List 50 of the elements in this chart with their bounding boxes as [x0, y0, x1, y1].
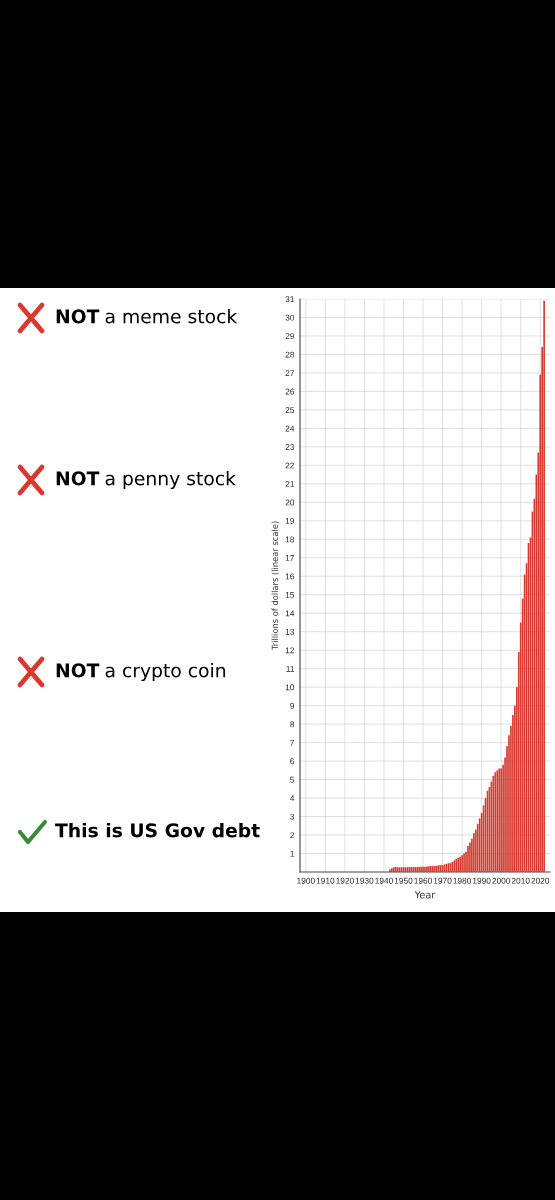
- y-tick-label: 12: [285, 647, 295, 654]
- x-tick-label: 1990: [473, 877, 491, 884]
- y-tick-label: 26: [285, 388, 295, 395]
- x-tick-label: 2020: [531, 877, 550, 884]
- x-tick-label: 1900: [297, 877, 315, 884]
- y-tick-label: 11: [286, 665, 295, 672]
- y-tick-label: 5: [290, 776, 295, 783]
- y-tick-label: 21: [285, 481, 295, 487]
- y-tick-label: 19: [285, 518, 295, 524]
- x-tick-label: 1950: [394, 877, 413, 884]
- y-tick-label: 8: [290, 721, 295, 728]
- y-tick-label: 3: [290, 813, 295, 820]
- y-tick-label: 22: [285, 462, 295, 469]
- x-tick-label: 1980: [453, 877, 472, 884]
- y-tick-label: 7: [290, 739, 295, 746]
- y-tick-label: 28: [285, 351, 295, 358]
- x-tick-label: 2000: [492, 877, 511, 884]
- y-tick-label: 14: [285, 610, 295, 617]
- y-tick-label: 31: [285, 296, 295, 303]
- y-tick-label: 10: [285, 684, 295, 691]
- y-tick-label: 24: [285, 425, 295, 432]
- y-tick-label: 23: [285, 444, 295, 450]
- y-tick-label: 2: [290, 832, 295, 839]
- y-tick-label: 1: [290, 850, 295, 857]
- y-tick-label: 17: [285, 555, 295, 561]
- y-tick-label: 9: [290, 702, 295, 709]
- x-tick-label: 1930: [355, 877, 374, 884]
- x-tick-label: 1970: [433, 877, 452, 884]
- y-tick-label: 25: [285, 407, 295, 413]
- x-tick-label: 1910: [316, 877, 335, 884]
- x-tick-label: 2010: [511, 877, 530, 884]
- y-tick-label: 27: [285, 370, 295, 376]
- y-tick-label: 13: [285, 628, 295, 635]
- y-tick-label: 6: [290, 758, 295, 765]
- y-tick-label: 15: [285, 592, 295, 598]
- y-axis-title: Trillions of dollars (linear scale): [271, 521, 279, 651]
- x-tick-label: 1940: [375, 877, 393, 884]
- text: NOT a penny stock: [56, 470, 236, 490]
- y-tick-label: 20: [285, 499, 295, 506]
- y-tick-label: 18: [285, 536, 295, 543]
- text: NOT a meme stock: [56, 308, 238, 324]
- y-tick-label: 30: [285, 314, 295, 321]
- x-axis-title: Year: [414, 891, 436, 899]
- text: NOT a crypto coin: [56, 662, 226, 682]
- y-tick-label: 29: [285, 333, 295, 340]
- x-tick-label: 1960: [414, 877, 432, 884]
- y-tick-label: 16: [285, 573, 295, 580]
- text: This is US Gov debt: [55, 822, 260, 838]
- y-tick-label: 4: [290, 795, 295, 802]
- x-tick-label: 1920: [336, 877, 354, 884]
